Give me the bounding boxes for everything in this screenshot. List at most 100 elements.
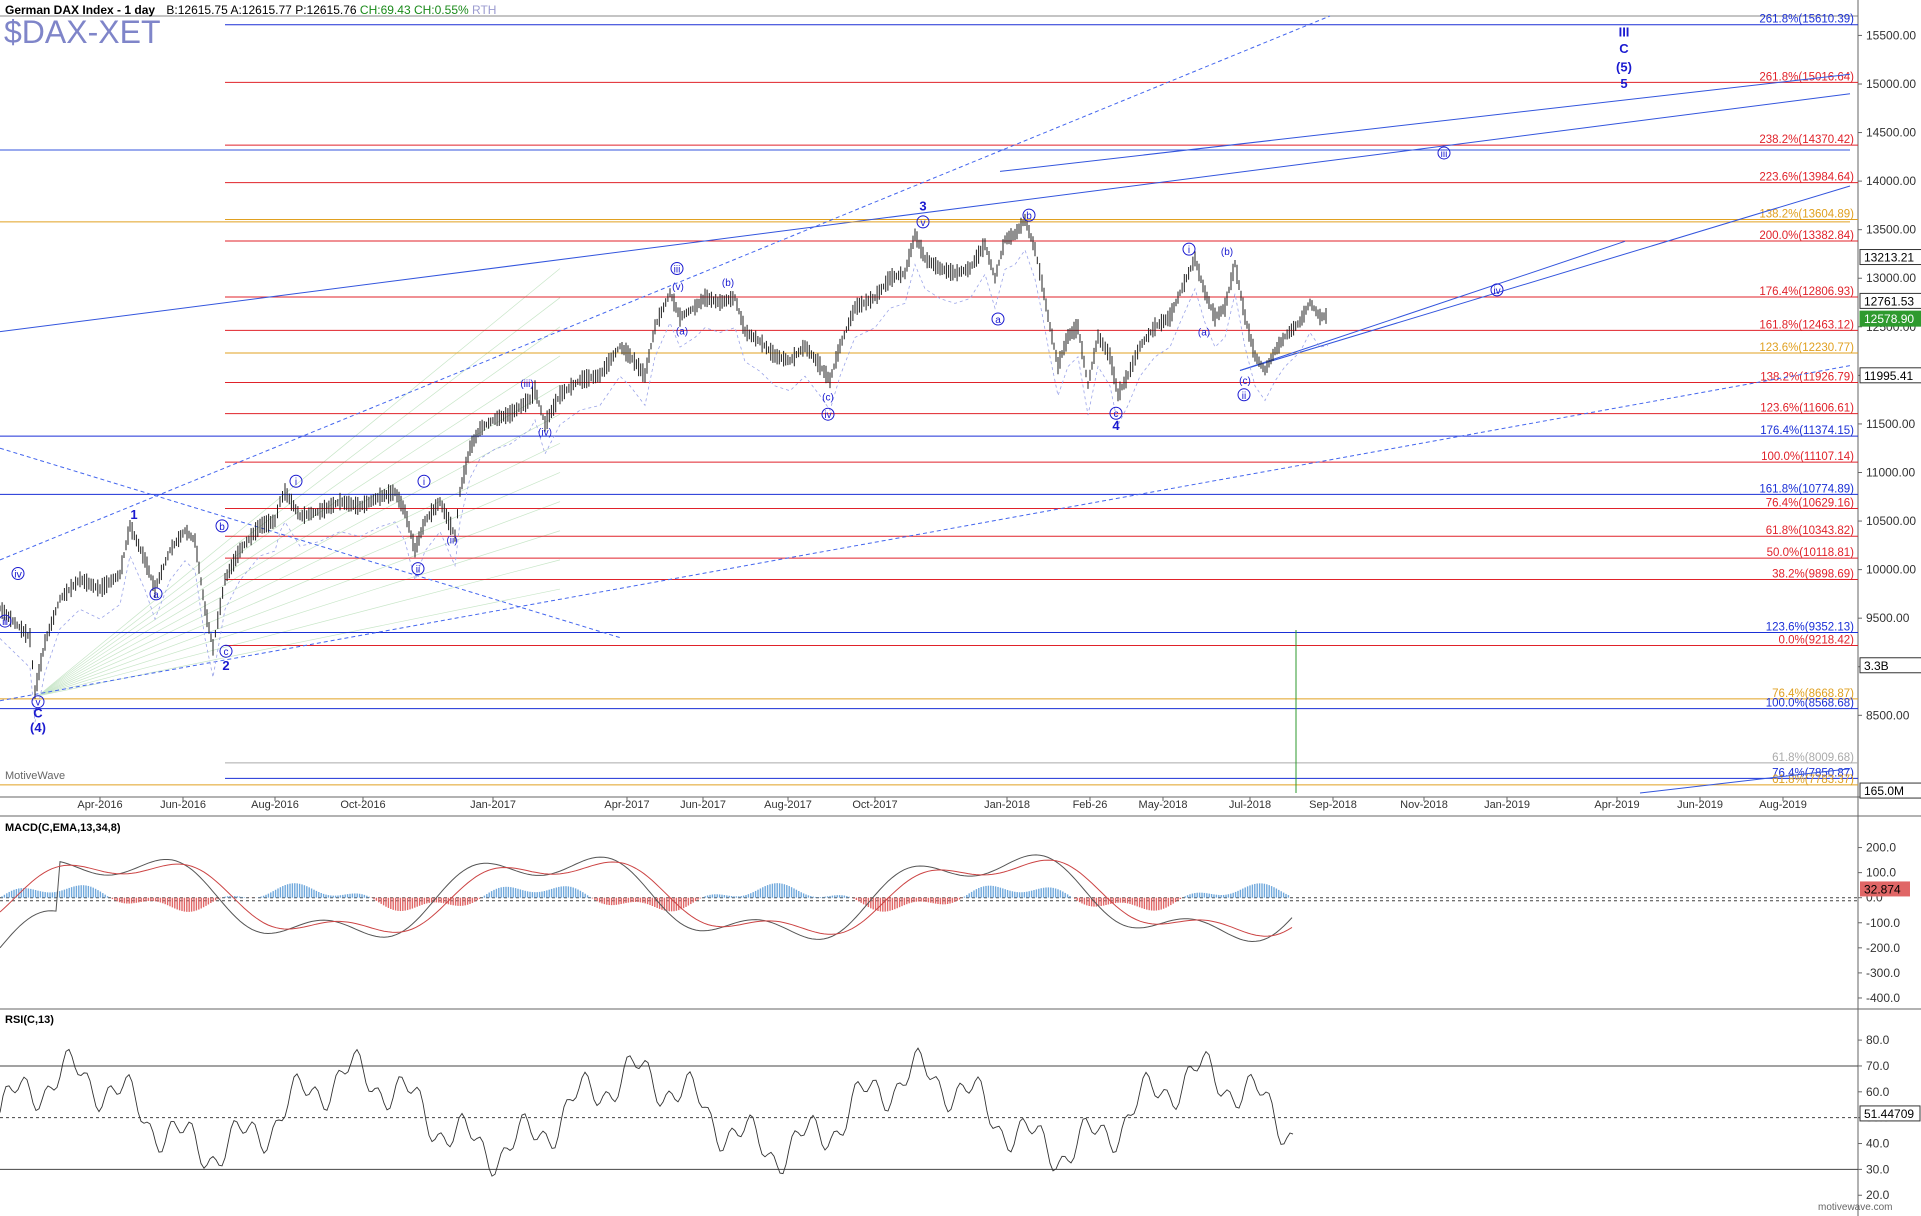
wave-label: (ii)	[446, 536, 457, 547]
wave-label: (c)	[822, 393, 834, 404]
wave-label: ii	[416, 565, 420, 576]
fan-line	[37, 384, 561, 697]
price-bars	[0, 213, 1327, 699]
quote-ask: A:12615.77	[230, 3, 292, 17]
x-tick-label: Oct-2017	[852, 799, 897, 811]
fan-line	[37, 268, 561, 697]
wave-label-circle	[1237, 388, 1251, 402]
rsi-title: RSI(C,13)	[5, 1014, 54, 1026]
wave-label-circle	[991, 312, 1005, 326]
wave-label: C	[33, 705, 43, 720]
price-tag-box	[1859, 249, 1921, 266]
y-tick-label: 11000.00	[1866, 465, 1915, 479]
wave-label: b	[1026, 211, 1032, 222]
price-tag-box	[1859, 310, 1921, 327]
fib-level-label: 261.8%(15610.39)	[1759, 14, 1854, 26]
x-tick-label: Feb-26	[1073, 799, 1108, 811]
price-tag-box	[1859, 292, 1921, 309]
wave-label: i	[1188, 245, 1190, 256]
wave-label-circle	[1109, 406, 1123, 420]
wave-label: iv	[1493, 286, 1500, 297]
x-tick-label: Nov-2018	[1400, 799, 1448, 811]
y-tick-label: 9500.00	[1866, 611, 1910, 625]
wave-label-circle	[1490, 283, 1504, 297]
x-tick-label: Apr-2016	[77, 799, 122, 811]
y-tick-label: 15500.00	[1866, 28, 1916, 42]
macd-y-tick-label: 100.0	[1866, 866, 1896, 880]
price-tag-label: 3.3B	[1864, 659, 1889, 673]
fib-level-label: 76.4%(8668.87)	[1772, 688, 1854, 700]
price-tag-label: 11995.41	[1864, 369, 1913, 383]
quote-price: P:12615.76	[295, 3, 357, 17]
wave-label: ⅲ	[2, 617, 8, 628]
wave-label: (b)	[722, 278, 734, 289]
wave-label: c	[224, 647, 229, 658]
rsi-y-tick-label: 70.0	[1866, 1059, 1890, 1073]
fan-line	[37, 326, 561, 697]
x-tick-label: Aug-2016	[251, 799, 299, 811]
wave-label: (iii)	[520, 379, 533, 390]
rsi-value-tag	[1859, 1105, 1921, 1122]
wave-label: a	[995, 315, 1001, 326]
fib-level-label: 50.0%(10118.81)	[1767, 547, 1855, 559]
rsi-value-label: 51.44709	[1864, 1107, 1914, 1121]
wave-label: iv	[824, 410, 831, 421]
wave-label: (c)	[1239, 376, 1251, 387]
wave-label-circle	[670, 262, 684, 276]
fib-level-label: 238.2%(14370.42)	[1759, 134, 1854, 146]
x-tick-label: Jul-2018	[1229, 799, 1271, 811]
wave-label-circle	[31, 695, 45, 709]
price-tag-label: 12578.90	[1864, 312, 1914, 326]
wave-label: 1	[130, 507, 137, 522]
rsi-y-tick-label: 40.0	[1866, 1137, 1890, 1151]
macd-y-tick-label: -100.0	[1866, 916, 1900, 930]
wave-label: a	[153, 590, 159, 601]
fan-lines	[37, 268, 561, 697]
wave-label: i	[295, 477, 297, 488]
fib-level-label: 61.8%(10343.82)	[1766, 525, 1854, 537]
fib-level-label: 123.6%(12230.77)	[1759, 342, 1854, 354]
macd-value-tag	[1860, 881, 1910, 897]
macd-value-label: 32.874	[1864, 882, 1901, 896]
wave-label: (b)	[1221, 247, 1233, 258]
x-tick-label: Apr-2019	[1594, 799, 1639, 811]
x-tick-label: Jun-2017	[680, 799, 726, 811]
wave-label-circle	[411, 562, 425, 576]
symbol-watermark: $DAX-XET	[4, 14, 161, 50]
wave-label-circle	[1437, 146, 1451, 160]
fib-level-label: 76.4%(10629.16)	[1766, 498, 1854, 510]
macd-y-tick-label: -400.0	[1866, 991, 1900, 1005]
wave-label: 5	[1620, 76, 1627, 91]
fan-line	[37, 559, 561, 697]
wave-label: c	[1114, 409, 1119, 420]
fan-line	[37, 443, 561, 697]
y-tick-label: 13000.00	[1866, 271, 1916, 285]
x-tick-label: Sep-2018	[1309, 799, 1357, 811]
y-tick-label: 10000.00	[1866, 563, 1916, 577]
wave-label: ii	[1242, 391, 1246, 402]
wave-label-circle	[149, 587, 163, 601]
y-tick-label: 11500.00	[1866, 417, 1915, 431]
wave-label: i	[423, 477, 425, 488]
fib-level-label: 138.2%(11926.79)	[1760, 371, 1854, 383]
wave-label: (5)	[1616, 59, 1632, 74]
rsi-y-tick-label: 60.0	[1866, 1085, 1890, 1099]
trend-line	[0, 93, 1851, 333]
rsi-y-tick-label: 30.0	[1866, 1162, 1890, 1176]
wave-label: (a)	[1198, 328, 1210, 339]
price-tag-label: 13213.21	[1864, 251, 1914, 265]
macd-y-tick-label: -300.0	[1866, 966, 1900, 980]
x-tick-label: Jun-2016	[160, 799, 206, 811]
wave-label-circle	[1182, 242, 1196, 256]
x-tick-label: Jun-2019	[1677, 799, 1723, 811]
x-tick-label: Aug-2017	[764, 799, 812, 811]
wave-label: ⅳ	[14, 569, 22, 580]
wave-label-circle	[11, 566, 25, 580]
y-tick-label: 8500.00	[1866, 708, 1910, 722]
wave-label-circle	[0, 614, 12, 628]
fib-level-label: 100.0%(11107.14)	[1761, 451, 1854, 463]
macd-y-tick-label: -200.0	[1866, 941, 1900, 955]
wave-label-circle	[821, 407, 835, 421]
x-tick-label: Oct-2016	[340, 799, 385, 811]
